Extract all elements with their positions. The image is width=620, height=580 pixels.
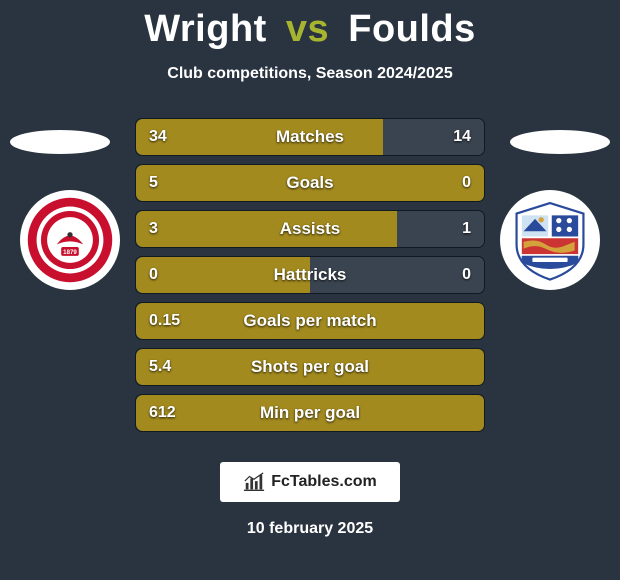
bar-row: 5.4 Shots per goal <box>135 348 485 386</box>
watermark-text: FcTables.com <box>271 473 377 491</box>
chart-icon <box>243 471 265 493</box>
bar-row: 0 Hattricks 0 <box>135 256 485 294</box>
crest-right <box>500 190 600 290</box>
bar-value-right: 0 <box>462 164 471 202</box>
bar-row: 3 Assists 1 <box>135 210 485 248</box>
ellipse-right <box>510 130 610 154</box>
bar-label: Shots per goal <box>135 348 485 386</box>
bar-label: Goals <box>135 164 485 202</box>
crest-left: 1879 <box>20 190 120 290</box>
watermark: FcTables.com <box>220 462 400 502</box>
bar-label: Assists <box>135 210 485 248</box>
bar-row: 5 Goals 0 <box>135 164 485 202</box>
bar-label: Matches <box>135 118 485 156</box>
bar-value-right: 14 <box>453 118 471 156</box>
bar-value-right: 0 <box>462 256 471 294</box>
bar-label: Min per goal <box>135 394 485 432</box>
bar-row: 0.15 Goals per match <box>135 302 485 340</box>
date: 10 february 2025 <box>0 520 620 538</box>
bar-value-right: 1 <box>462 210 471 248</box>
title: Wright vs Foulds <box>0 0 620 51</box>
bar-label: Goals per match <box>135 302 485 340</box>
bar-row: 34 Matches 14 <box>135 118 485 156</box>
bar-label: Hattricks <box>135 256 485 294</box>
svg-text:1879: 1879 <box>63 249 77 256</box>
player1-name: Wright <box>144 8 267 50</box>
subtitle: Club competitions, Season 2024/2025 <box>0 65 620 83</box>
bar-row: 612 Min per goal <box>135 394 485 432</box>
opponent-crest-icon <box>506 196 594 284</box>
swindon-crest-icon: 1879 <box>26 196 114 284</box>
ellipse-left <box>10 130 110 154</box>
player2-name: Foulds <box>348 8 476 50</box>
vs-text: vs <box>286 8 329 50</box>
comparison-bars: 34 Matches 14 5 Goals 0 3 Assists 1 0 Ha… <box>135 118 485 440</box>
